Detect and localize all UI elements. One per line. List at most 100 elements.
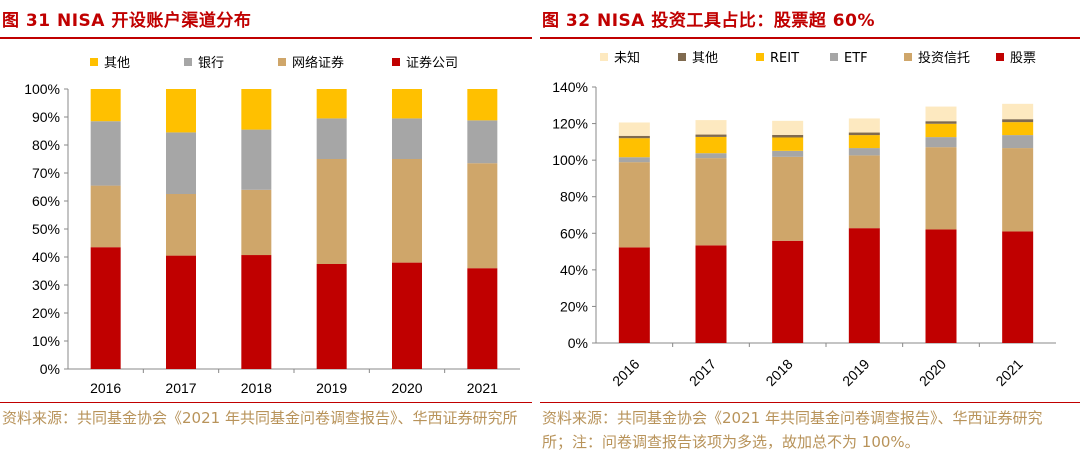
y-tick-label: 0% [40,361,60,377]
bar-segment-2018-未知 [772,120,804,135]
bar-segment-2016-证券公司 [90,247,121,369]
bar-segment-2017-ETF [695,153,727,159]
bar-segment-2021-投资信托 [1002,148,1034,232]
y-tick-label: 10% [32,333,60,349]
bar-segment-2018-其他 [241,89,272,130]
bar-segment-2021-其他 [1002,119,1034,123]
x-tick-label: 2020 [391,380,422,396]
legend-label: 网络证券 [292,55,344,71]
bar-segment-2016-网络证券 [90,185,121,248]
bar-segment-2017-其他 [166,89,196,133]
bar-segment-2020-其他 [392,89,422,119]
bar-segment-2019-证券公司 [316,264,347,369]
bar-segment-2019-网络证券 [316,159,347,264]
bar-segment-2016-未知 [618,122,650,136]
right-source-note: 资料来源：共同基金协会《2021 年共同基金问卷调查报告》、华西证券研究所；注：… [542,409,1043,451]
bar-segment-2017-REIT [695,136,727,154]
x-tick-label: 2021 [467,380,498,396]
left-title-rule [0,37,532,39]
y-tick-label: 80% [32,137,60,153]
left-source-note: 资料来源：共同基金协会《2021 年共同基金问卷调查报告》、华西证券研究所 [2,409,518,427]
left-source-rule [0,402,532,403]
y-tick-label: 80% [560,189,588,205]
legend-swatch-其他 [678,53,686,61]
bar-segment-2020-未知 [925,106,957,122]
legend-swatch-REIT [756,53,764,61]
bar-segment-2021-其他 [467,89,498,121]
bar-segment-2020-银行 [392,118,422,159]
bar-segment-2019-投资信托 [848,155,880,229]
y-tick-label: 140% [552,79,588,95]
bar-segment-2018-股票 [772,240,804,343]
bar-segment-2019-REIT [848,135,880,149]
x-tick-label: 2018 [762,356,795,389]
y-tick-label: 120% [552,116,588,132]
bar-segment-2016-银行 [90,121,121,186]
right-figure-title: 图 32 NISA 投资工具占比：股票超 60% [542,11,875,31]
bar-segment-2021-ETF [1002,135,1034,149]
x-tick-label: 2016 [90,380,121,396]
y-tick-label: 40% [32,249,60,265]
legend-swatch-ETF [830,53,838,61]
y-tick-label: 90% [32,109,60,125]
x-tick-label: 2021 [992,356,1025,389]
bar-segment-2020-股票 [925,229,957,343]
legend-swatch-其他 [90,58,98,66]
bar-segment-2017-证券公司 [166,255,196,369]
bar-segment-2016-其他 [90,89,121,122]
bar-segment-2020-投资信托 [925,147,957,230]
y-tick-label: 70% [32,165,60,181]
bar-segment-2017-银行 [166,132,196,194]
right-source-rule [540,402,1080,403]
y-tick-label: 40% [560,262,588,278]
left-chart: 0% 10% 20% 30% 40% 50% 60% 70% 80% 90% 100% 2016 201… [24,55,520,396]
legend-label: 银行 [198,56,224,71]
bar-segment-2016-REIT [618,138,650,158]
bar-segment-2018-投资信托 [772,156,804,241]
y-tick-label: 60% [560,225,588,241]
legend-label: 未知 [614,50,640,66]
bar-segment-2019-其他 [848,132,880,136]
y-tick-label: 20% [32,305,60,321]
bar-segment-2021-股票 [1002,231,1034,343]
bar-segment-2016-投资信托 [618,162,650,248]
bar-segment-2018-证券公司 [241,255,272,369]
legend-label: 其他 [104,56,130,71]
x-tick-label: 2018 [241,380,272,396]
bar-segment-2020-ETF [925,137,957,148]
legend-swatch-银行 [184,58,192,66]
y-tick-label: 30% [32,277,60,293]
bar-segment-2020-网络证券 [392,159,422,263]
y-tick-label: 60% [32,193,60,209]
bar-segment-2021-网络证券 [467,163,498,269]
bar-segment-2019-股票 [848,228,880,343]
legend-swatch-股票 [996,53,1004,61]
x-tick-label: 2020 [916,356,949,389]
right-chart: 0% 20% 40% 60% 80% 100% 120% 140% 2016 2017 2018 20… [552,50,1056,389]
legend-label: 其他 [692,51,718,66]
legend-swatch-未知 [600,53,608,61]
legend-label: 股票 [1010,51,1036,66]
bar-segment-2019-银行 [316,118,347,159]
bar-segment-2017-其他 [695,134,727,137]
bar-segment-2017-网络证券 [166,194,196,256]
bar-segment-2017-投资信托 [695,158,727,246]
right-title-rule [540,37,1080,39]
x-tick-label: 2017 [165,380,196,396]
y-tick-label: 20% [560,298,588,314]
bar-segment-2017-股票 [695,245,727,343]
x-tick-label: 2019 [839,356,872,389]
bar-segment-2016-其他 [618,135,650,139]
legend-swatch-网络证券 [278,58,286,66]
bar-segment-2019-未知 [848,118,880,133]
bar-segment-2019-ETF [848,148,880,156]
x-tick-label: 2019 [316,380,347,396]
bar-segment-2021-REIT [1002,122,1034,136]
y-tick-label: 100% [24,81,60,97]
bar-segment-2019-其他 [316,89,347,119]
left-figure-title: 图 31 NISA 开设账户渠道分布 [2,11,252,31]
bar-segment-2021-未知 [1002,103,1034,120]
bar-segment-2017-未知 [695,120,727,135]
bar-segment-2020-REIT [925,123,957,138]
right-panel: 图 32 NISA 投资工具占比：股票超 60% 0% 20% 40% 60% 80% 1… [540,0,1080,466]
